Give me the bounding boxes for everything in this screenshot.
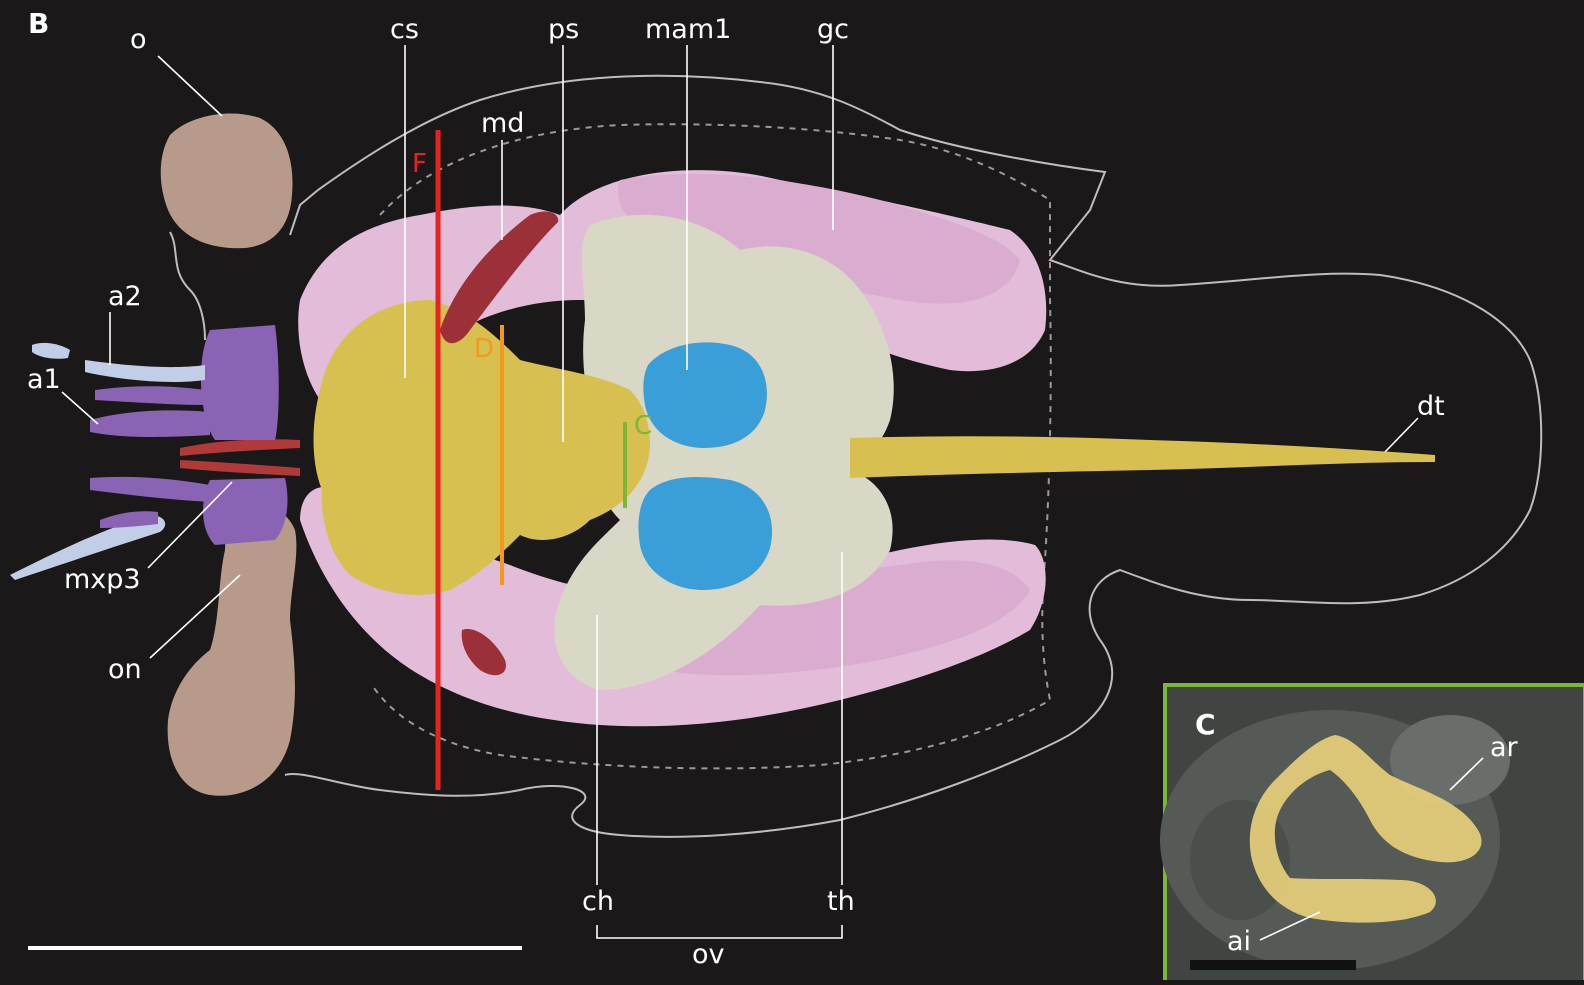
label-cs: cs <box>390 14 419 45</box>
label-dt: dt <box>1417 391 1445 422</box>
panel-c-inset <box>1160 683 1584 985</box>
stomach-structure <box>313 300 650 595</box>
leader-lines <box>61 45 1419 939</box>
label-gc: gc <box>817 14 849 45</box>
label-mxp3: mxp3 <box>64 564 141 595</box>
mandible-structures <box>180 211 559 676</box>
label-ai: ai <box>1227 926 1251 957</box>
label-a2: a2 <box>108 281 142 312</box>
section-marker-d: D <box>474 334 494 364</box>
dorsal-tube <box>850 436 1435 478</box>
foregut-structure <box>554 214 894 690</box>
label-ov: ov <box>692 939 725 970</box>
panel-b-label: B <box>28 7 49 40</box>
cephalothorax-dashed-outline <box>371 123 1052 770</box>
mam1-structures <box>638 342 773 590</box>
label-th: th <box>827 886 855 917</box>
body-outline <box>169 74 1543 838</box>
section-marker-f: F <box>412 149 427 179</box>
section-marker-c: C <box>634 411 652 441</box>
label-a1: a1 <box>27 364 61 395</box>
label-ar: ar <box>1490 732 1519 763</box>
label-on: on <box>108 654 142 685</box>
panel-c-label: C <box>1195 708 1216 741</box>
eye-structures <box>160 113 297 796</box>
label-ps: ps <box>548 14 579 45</box>
label-o: o <box>130 24 147 55</box>
label-ch: ch <box>582 886 614 917</box>
antenna-structures <box>10 325 288 580</box>
label-md: md <box>481 108 524 139</box>
label-mam1: mam1 <box>645 14 731 45</box>
